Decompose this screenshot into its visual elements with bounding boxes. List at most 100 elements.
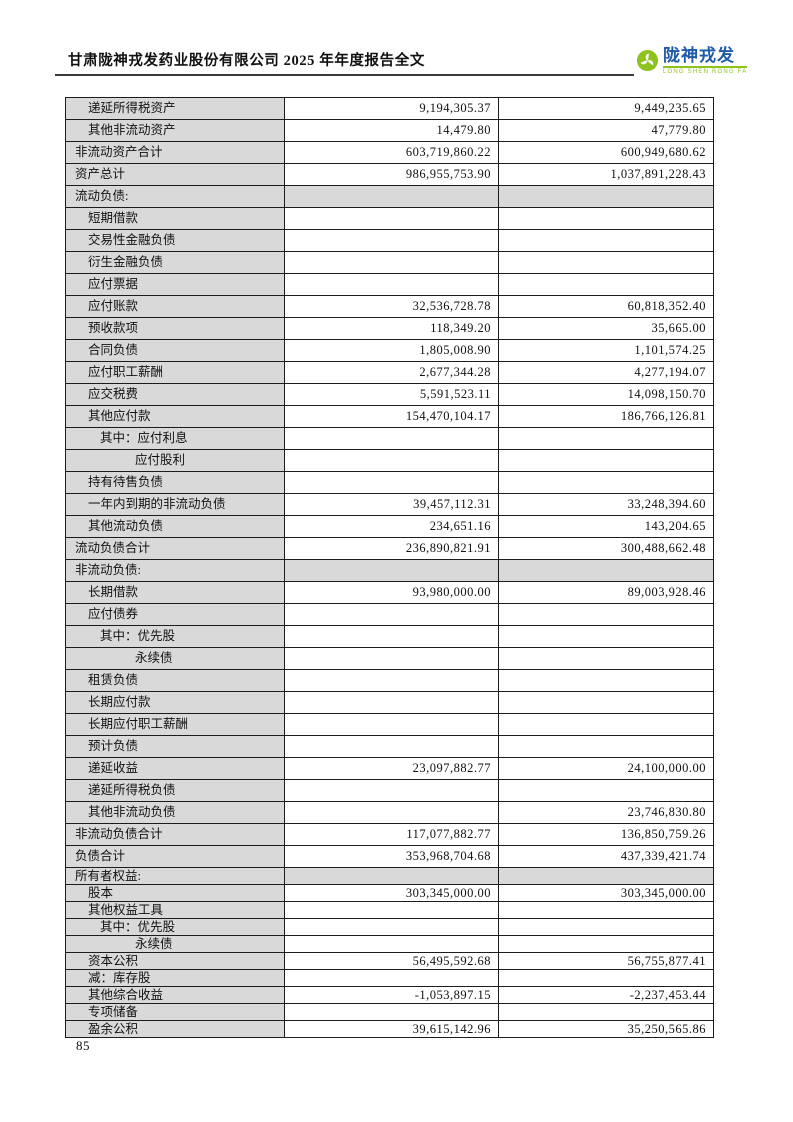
table-row: 其他非流动负债 23,746,830.80 bbox=[65, 801, 714, 824]
row-closing-balance bbox=[284, 471, 499, 494]
row-opening-balance bbox=[498, 901, 714, 919]
table-row: 非流动资产合计 603,719,860.22 600,949,680.62 bbox=[65, 141, 714, 164]
table-row: 其中：优先股 bbox=[65, 625, 714, 648]
row-closing-balance bbox=[284, 867, 499, 885]
section-header-row: 非流动负债: bbox=[65, 559, 714, 582]
row-opening-balance bbox=[498, 229, 714, 252]
row-opening-balance bbox=[498, 427, 714, 450]
row-opening-balance: 89,003,928.46 bbox=[498, 581, 714, 604]
row-closing-balance: 118,349.20 bbox=[284, 317, 499, 340]
table-row: 递延收益 23,097,882.77 24,100,000.00 bbox=[65, 757, 714, 780]
row-closing-balance: 14,479.80 bbox=[284, 119, 499, 142]
balance-sheet-body: 递延所得税资产 9,194,305.37 9,449,235.65 其他非流动资产 14… bbox=[65, 97, 714, 1038]
row-closing-balance bbox=[284, 647, 499, 670]
row-closing-balance: 9,194,305.37 bbox=[284, 97, 499, 120]
table-row: 短期借款 bbox=[65, 207, 714, 230]
table-row: 资本公积 56,495,592.68 56,755,877.41 bbox=[65, 952, 714, 970]
row-opening-balance bbox=[498, 779, 714, 802]
row-closing-balance: 5,591,523.11 bbox=[284, 383, 499, 406]
row-item-label: 其他权益工具 bbox=[65, 901, 285, 919]
row-closing-balance bbox=[284, 901, 499, 919]
row-item-label: 递延收益 bbox=[65, 757, 285, 780]
row-item-label: 其他非流动资产 bbox=[65, 119, 285, 142]
row-item-label: 资本公积 bbox=[65, 952, 285, 970]
row-opening-balance bbox=[498, 969, 714, 987]
row-item-label: 流动负债: bbox=[65, 185, 285, 208]
row-opening-balance: -2,237,453.44 bbox=[498, 986, 714, 1004]
report-header-title: 甘肃陇神戎发药业股份有限公司 2025 年年度报告全文 bbox=[68, 53, 425, 69]
table-row: 应交税费 5,591,523.11 14,098,150.70 bbox=[65, 383, 714, 406]
row-item-label: 其中：优先股 bbox=[65, 625, 285, 648]
logo-company-name: 陇神戎发 bbox=[663, 46, 735, 65]
row-closing-balance bbox=[284, 603, 499, 626]
row-closing-balance bbox=[284, 713, 499, 736]
row-closing-balance bbox=[284, 273, 499, 296]
row-item-label: 持有待售负债 bbox=[65, 471, 285, 494]
table-row: 减：库存股 bbox=[65, 969, 714, 987]
row-closing-balance: 39,615,142.96 bbox=[284, 1020, 499, 1038]
row-closing-balance: 603,719,860.22 bbox=[284, 141, 499, 164]
row-opening-balance bbox=[498, 918, 714, 936]
row-closing-balance: 39,457,112.31 bbox=[284, 493, 499, 516]
row-opening-balance bbox=[498, 185, 714, 208]
row-item-label: 其他应付款 bbox=[65, 405, 285, 428]
table-row: 非流动负债合计 117,077,882.77 136,850,759.26 bbox=[65, 823, 714, 846]
row-opening-balance: 437,339,421.74 bbox=[498, 845, 714, 868]
row-item-label: 盈余公积 bbox=[65, 1020, 285, 1038]
row-closing-balance: 56,495,592.68 bbox=[284, 952, 499, 970]
table-row: 长期借款 93,980,000.00 89,003,928.46 bbox=[65, 581, 714, 604]
row-item-label: 永续债 bbox=[65, 647, 285, 670]
table-row: 一年内到期的非流动负债 39,457,112.31 33,248,394.60 bbox=[65, 493, 714, 516]
row-closing-balance bbox=[284, 251, 499, 274]
row-closing-balance: 303,345,000.00 bbox=[284, 884, 499, 902]
table-row: 永续债 bbox=[65, 647, 714, 670]
row-opening-balance: 23,746,830.80 bbox=[498, 801, 714, 824]
section-header-row: 所有者权益: bbox=[65, 867, 714, 885]
row-closing-balance: 236,890,821.91 bbox=[284, 537, 499, 560]
row-opening-balance bbox=[498, 1003, 714, 1021]
row-closing-balance bbox=[284, 969, 499, 987]
row-closing-balance bbox=[284, 691, 499, 714]
table-row: 盈余公积 39,615,142.96 35,250,565.86 bbox=[65, 1020, 714, 1038]
row-closing-balance bbox=[284, 935, 499, 953]
row-opening-balance bbox=[498, 625, 714, 648]
row-item-label: 预收款项 bbox=[65, 317, 285, 340]
row-item-label: 永续债 bbox=[65, 935, 285, 953]
row-opening-balance: 186,766,126.81 bbox=[498, 405, 714, 428]
table-row: 合同负债 1,805,008.90 1,101,574.25 bbox=[65, 339, 714, 362]
row-opening-balance bbox=[498, 449, 714, 472]
balance-sheet-table: 递延所得税资产 9,194,305.37 9,449,235.65 其他非流动资产 14… bbox=[65, 97, 714, 1038]
table-row: 其他非流动资产 14,479.80 47,779.80 bbox=[65, 119, 714, 142]
row-item-label: 应付票据 bbox=[65, 273, 285, 296]
row-closing-balance bbox=[284, 779, 499, 802]
row-closing-balance: 23,097,882.77 bbox=[284, 757, 499, 780]
table-row: 预计负债 bbox=[65, 735, 714, 758]
row-opening-balance: 33,248,394.60 bbox=[498, 493, 714, 516]
row-item-label: 其他非流动负债 bbox=[65, 801, 285, 824]
row-item-label: 其他流动负债 bbox=[65, 515, 285, 538]
row-closing-balance: 32,536,728.78 bbox=[284, 295, 499, 318]
section-header-row: 流动负债: bbox=[65, 185, 714, 208]
table-row: 其他综合收益 -1,053,897.15 -2,237,453.44 bbox=[65, 986, 714, 1004]
table-row: 交易性金融负债 bbox=[65, 229, 714, 252]
row-closing-balance: 93,980,000.00 bbox=[284, 581, 499, 604]
table-row: 应付债券 bbox=[65, 603, 714, 626]
row-closing-balance: 2,677,344.28 bbox=[284, 361, 499, 384]
row-item-label: 短期借款 bbox=[65, 207, 285, 230]
row-opening-balance bbox=[498, 471, 714, 494]
table-row: 其中：优先股 bbox=[65, 918, 714, 936]
row-closing-balance: 986,955,753.90 bbox=[284, 163, 499, 186]
row-closing-balance bbox=[284, 449, 499, 472]
row-closing-balance: 234,651.16 bbox=[284, 515, 499, 538]
row-opening-balance bbox=[498, 691, 714, 714]
table-row: 长期应付款 bbox=[65, 691, 714, 714]
row-closing-balance bbox=[284, 1003, 499, 1021]
table-row: 负债合计 353,968,704.68 437,339,421.74 bbox=[65, 845, 714, 868]
row-opening-balance bbox=[498, 603, 714, 626]
row-opening-balance: 60,818,352.40 bbox=[498, 295, 714, 318]
row-opening-balance: 600,949,680.62 bbox=[498, 141, 714, 164]
row-opening-balance bbox=[498, 935, 714, 953]
row-opening-balance bbox=[498, 867, 714, 885]
row-item-label: 其他综合收益 bbox=[65, 986, 285, 1004]
